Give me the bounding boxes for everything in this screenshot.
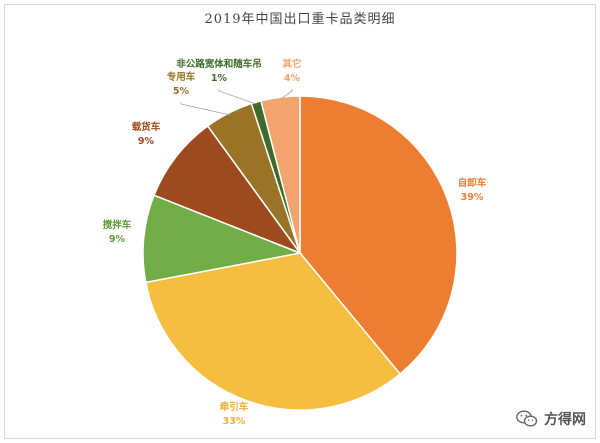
slice-category-label: 牵引车	[220, 401, 249, 413]
slice-percent-label: 1%	[211, 73, 228, 84]
watermark-text: 方得网	[544, 412, 586, 428]
leader-lines	[180, 89, 293, 116]
slice-category-label: 搅拌车	[103, 219, 132, 231]
slice-labels: 自卸车 39% 牵引车 33% 搅拌车 9% 载货车 9% 专用车 5% 非公路宽体和随车吊 1% 其它…	[103, 58, 487, 427]
slice-percent-label: 4%	[284, 73, 301, 84]
slice-category-label: 载货车	[132, 121, 161, 133]
slice-percent-label: 9%	[138, 136, 155, 147]
watermark: 方得网	[516, 409, 586, 429]
pie-slices	[142, 95, 458, 411]
slice-percent-label: 9%	[109, 234, 126, 245]
pie-slice	[153, 124, 303, 255]
slice-percent-label: 5%	[173, 86, 190, 97]
pie-slice	[260, 95, 301, 254]
slice-category-label: 其它	[282, 58, 301, 70]
slice-category-label: 专用车	[167, 71, 196, 83]
slice-percent-label: 39%	[461, 192, 484, 203]
pie-slice	[144, 252, 402, 411]
chart-title: 2019年中国出口重卡品类明细	[204, 12, 396, 27]
pie-slice	[299, 95, 458, 376]
slice-category-label: 非公路宽体和随车吊	[176, 58, 262, 70]
leader-line	[218, 89, 257, 105]
leader-line	[280, 89, 293, 100]
leader-line	[180, 102, 230, 116]
slice-percent-label: 33%	[223, 416, 246, 427]
slice-category-label: 自卸车	[458, 177, 487, 189]
pie-slice	[142, 194, 303, 284]
wechat-icon	[516, 410, 538, 427]
